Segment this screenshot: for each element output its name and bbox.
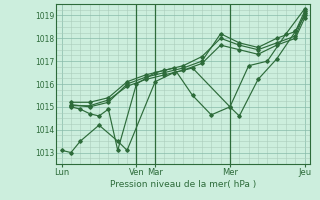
X-axis label: Pression niveau de la mer( hPa ): Pression niveau de la mer( hPa ) <box>110 180 256 189</box>
